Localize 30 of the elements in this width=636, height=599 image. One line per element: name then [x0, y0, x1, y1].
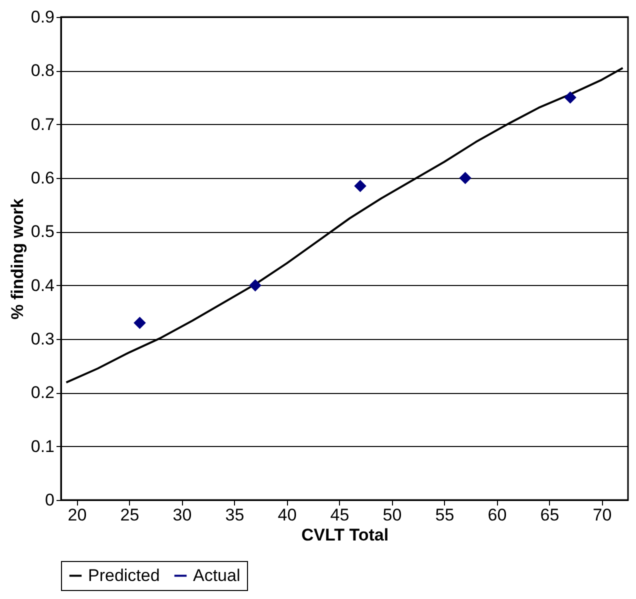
- x-tick-label: 65: [540, 506, 560, 524]
- y-tick-label: 0.2: [30, 383, 54, 402]
- y-tick-label: 0.4: [30, 276, 54, 295]
- point: [459, 172, 472, 184]
- legend-label: Predicted: [88, 566, 160, 585]
- point: [134, 316, 146, 330]
- x-tick-label: 55: [435, 506, 454, 524]
- y-tick-label: 0.7: [30, 114, 54, 134]
- y-tick-label: 0.5: [30, 222, 54, 242]
- legend-label: Actual: [193, 566, 240, 585]
- x-tick-label: 60: [488, 506, 507, 524]
- x-axis-title: CVLT Total: [301, 526, 389, 544]
- y-tick-label: 0: [45, 490, 54, 510]
- y-tick-label: 0.9: [30, 8, 54, 26]
- x-tick-label: 20: [68, 506, 87, 524]
- point: [564, 91, 576, 104]
- x-tick-label: 45: [330, 506, 350, 524]
- x-tick-label: 70: [592, 506, 612, 524]
- y-tick-label: 0.6: [30, 168, 54, 188]
- y-tick-label: 0.8: [30, 61, 54, 80]
- x-tick-label: 50: [382, 506, 402, 524]
- x-tick-label: 30: [172, 506, 192, 524]
- point: [249, 279, 262, 292]
- y-tick-label: 0.3: [30, 330, 54, 348]
- x-tick-label: 35: [225, 506, 244, 524]
- x-tick-label: 25: [120, 506, 140, 524]
- y-tick-label: 0.1: [30, 436, 54, 456]
- point: [354, 180, 366, 192]
- x-tick-label: 40: [278, 506, 297, 524]
- y-axis-title: % finding work: [8, 198, 27, 320]
